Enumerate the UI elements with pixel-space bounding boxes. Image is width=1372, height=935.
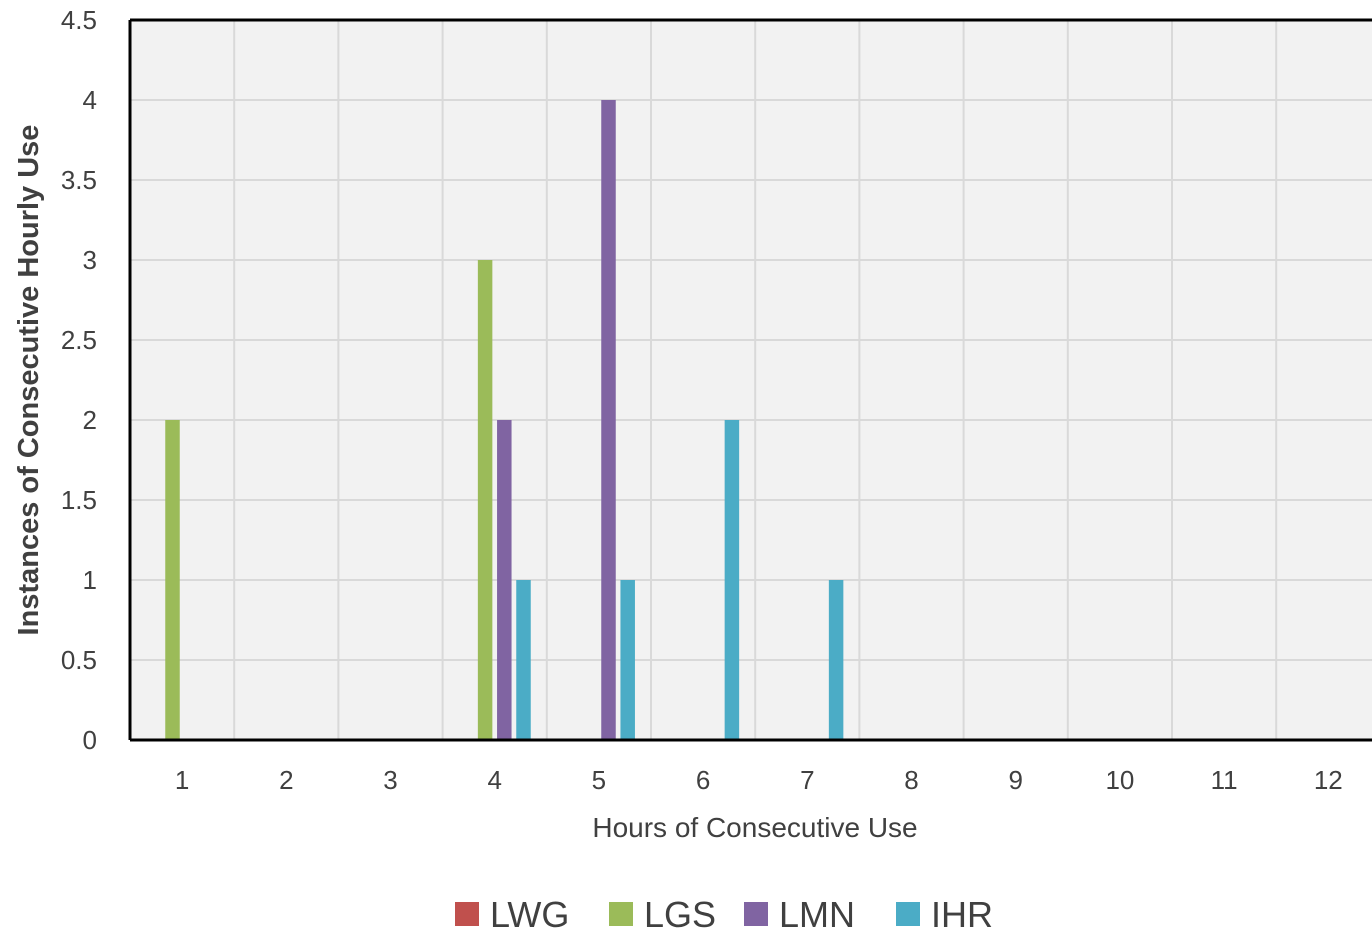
x-tick-label: 5 <box>592 765 606 795</box>
y-tick-label: 4 <box>83 85 97 115</box>
y-tick-label: 0.5 <box>61 645 97 675</box>
x-tick-labels: 1 2 3 4 5 6 7 8 9 10 11 12 <box>175 765 1343 795</box>
y-tick-label: 2.5 <box>61 325 97 355</box>
x-tick-label: 3 <box>383 765 397 795</box>
legend-swatch-lwg <box>455 902 479 926</box>
legend-swatch-ihr <box>896 902 920 926</box>
gridlines <box>130 19 1372 741</box>
bar-ihr <box>828 580 844 740</box>
x-tick-label: 1 <box>175 765 189 795</box>
x-tick-label: 9 <box>1008 765 1022 795</box>
bars <box>165 100 844 740</box>
legend: LWG LGS LMN IHR <box>455 894 993 935</box>
bar-ihr <box>724 420 740 740</box>
legend-swatch-lgs <box>609 902 633 926</box>
legend-label-lgs: LGS <box>644 894 716 935</box>
x-tick-label: 2 <box>279 765 293 795</box>
y-tick-labels: 0 0.5 1 1.5 2 2.5 3 3.5 4 4.5 <box>61 5 97 755</box>
plot-area <box>130 20 1372 740</box>
y-axis-title: Instances of Consecutive Hourly Use <box>13 125 45 636</box>
bar-lgs <box>477 260 493 740</box>
x-tick-label: 6 <box>696 765 710 795</box>
y-tick-label: 3 <box>83 245 97 275</box>
bar-lmn <box>497 420 512 740</box>
x-tick-label: 10 <box>1105 765 1134 795</box>
x-axis-title: Hours of Consecutive Use <box>592 812 917 843</box>
y-tick-label: 3.5 <box>61 165 97 195</box>
y-tick-label: 2 <box>83 405 97 435</box>
y-tick-label: 4.5 <box>61 5 97 35</box>
bar-lmn <box>601 100 616 740</box>
x-tick-label: 12 <box>1314 765 1343 795</box>
bar-lgs <box>165 420 180 740</box>
legend-label-lmn: LMN <box>779 894 855 935</box>
x-tick-label: 7 <box>800 765 814 795</box>
y-tick-label: 1 <box>83 565 97 595</box>
bar-ihr <box>516 580 531 740</box>
y-tick-label: 1.5 <box>61 485 97 515</box>
legend-swatch-lmn <box>744 902 768 926</box>
x-tick-label: 4 <box>487 765 501 795</box>
x-tick-label: 11 <box>1211 765 1238 795</box>
y-tick-label: 0 <box>83 725 97 755</box>
legend-label-lwg: LWG <box>490 894 569 935</box>
legend-label-ihr: IHR <box>931 894 993 935</box>
bar-ihr <box>620 580 635 740</box>
x-tick-label: 8 <box>904 765 918 795</box>
